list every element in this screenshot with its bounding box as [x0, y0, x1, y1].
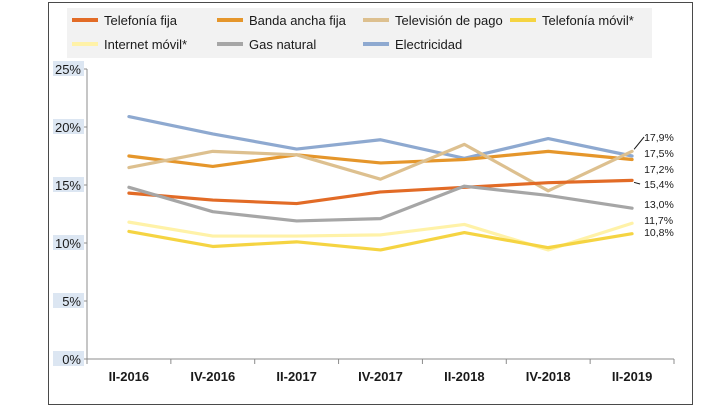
- series-line: [127, 184, 634, 223]
- y-tick-label-bg: [53, 177, 84, 192]
- chart-frame: [48, 2, 693, 405]
- axes: 0% 5% 10% 15% 20% 25% II-2016 IV-2016 II-2017 IV-…: [53, 61, 675, 384]
- x-tick-label: IV-2016: [190, 369, 235, 384]
- legend-swatch: [217, 18, 243, 22]
- legend-swatch: [72, 18, 98, 22]
- end-label: 15,4%: [644, 179, 674, 191]
- legend-item: Televisión de pago: [363, 11, 503, 29]
- y-tick-label-bg: [53, 293, 84, 308]
- series-line: [127, 220, 634, 252]
- end-label: 17,9%: [644, 132, 674, 144]
- series-line: [127, 114, 634, 160]
- end-label: 10,8%: [644, 227, 674, 239]
- series-line: [127, 142, 634, 193]
- legend-label: Telefonía fija: [104, 12, 177, 28]
- y-tick-label: 0%: [62, 352, 81, 367]
- legend-item: Electricidad: [363, 35, 462, 53]
- series-line: [127, 178, 634, 206]
- end-label-leader: [633, 136, 645, 150]
- legend-item: Telefonía móvil*: [510, 11, 634, 29]
- legend: Telefonía fija Banda ancha fija Televisi…: [67, 8, 652, 58]
- legend-swatch: [72, 42, 98, 46]
- x-tick-label: II-2016: [109, 369, 149, 384]
- end-label: 11,7%: [644, 215, 673, 227]
- legend-label: Telefonía móvil*: [542, 12, 634, 28]
- end-labels: 17,9% 17,5% 17,2% 15,4% 13,0% 11,7%10,8%: [633, 132, 674, 239]
- legend-item: Gas natural: [217, 35, 316, 53]
- legend-item: Internet móvil*: [72, 35, 187, 53]
- legend-swatch: [363, 18, 389, 22]
- y-tick-label: 10%: [55, 236, 81, 251]
- y-tick-label-bg: [53, 235, 84, 250]
- legend-swatch: [363, 42, 389, 46]
- legend-label: Electricidad: [395, 36, 463, 52]
- legend-item: Banda ancha fija: [217, 11, 346, 29]
- y-tick-label: 15%: [55, 178, 81, 193]
- x-tick-label: II-2019: [612, 369, 652, 384]
- legend-label: Televisión de pago: [395, 12, 503, 28]
- legend-label: Internet móvil*: [104, 36, 188, 52]
- y-tick-label-bg: [53, 61, 84, 76]
- x-tick-label: II-2017: [276, 369, 316, 384]
- legend-swatch: [217, 42, 243, 46]
- series-line: [127, 229, 634, 252]
- legend-label: Gas natural: [249, 36, 317, 52]
- y-tick-label: 5%: [62, 294, 81, 309]
- y-tick-label: 25%: [55, 62, 81, 77]
- end-label: 17,5%: [644, 148, 674, 160]
- x-tick-label: II-2018: [444, 369, 484, 384]
- y-tick-label: 20%: [55, 120, 81, 135]
- series-layer: [127, 114, 634, 252]
- end-label: 13,0%: [644, 199, 674, 211]
- legend-label: Banda ancha fija: [249, 12, 346, 28]
- x-tick-label: IV-2017: [358, 369, 403, 384]
- legend-swatch: [510, 18, 536, 22]
- series-line: [127, 149, 634, 169]
- legend-item: Telefonía fija: [72, 11, 177, 29]
- y-tick-label-bg: [53, 351, 84, 366]
- end-label-leader: [633, 181, 641, 185]
- end-label: 17,2%: [644, 164, 674, 176]
- x-tick-label: IV-2018: [526, 369, 571, 384]
- y-tick-label-bg: [53, 119, 84, 134]
